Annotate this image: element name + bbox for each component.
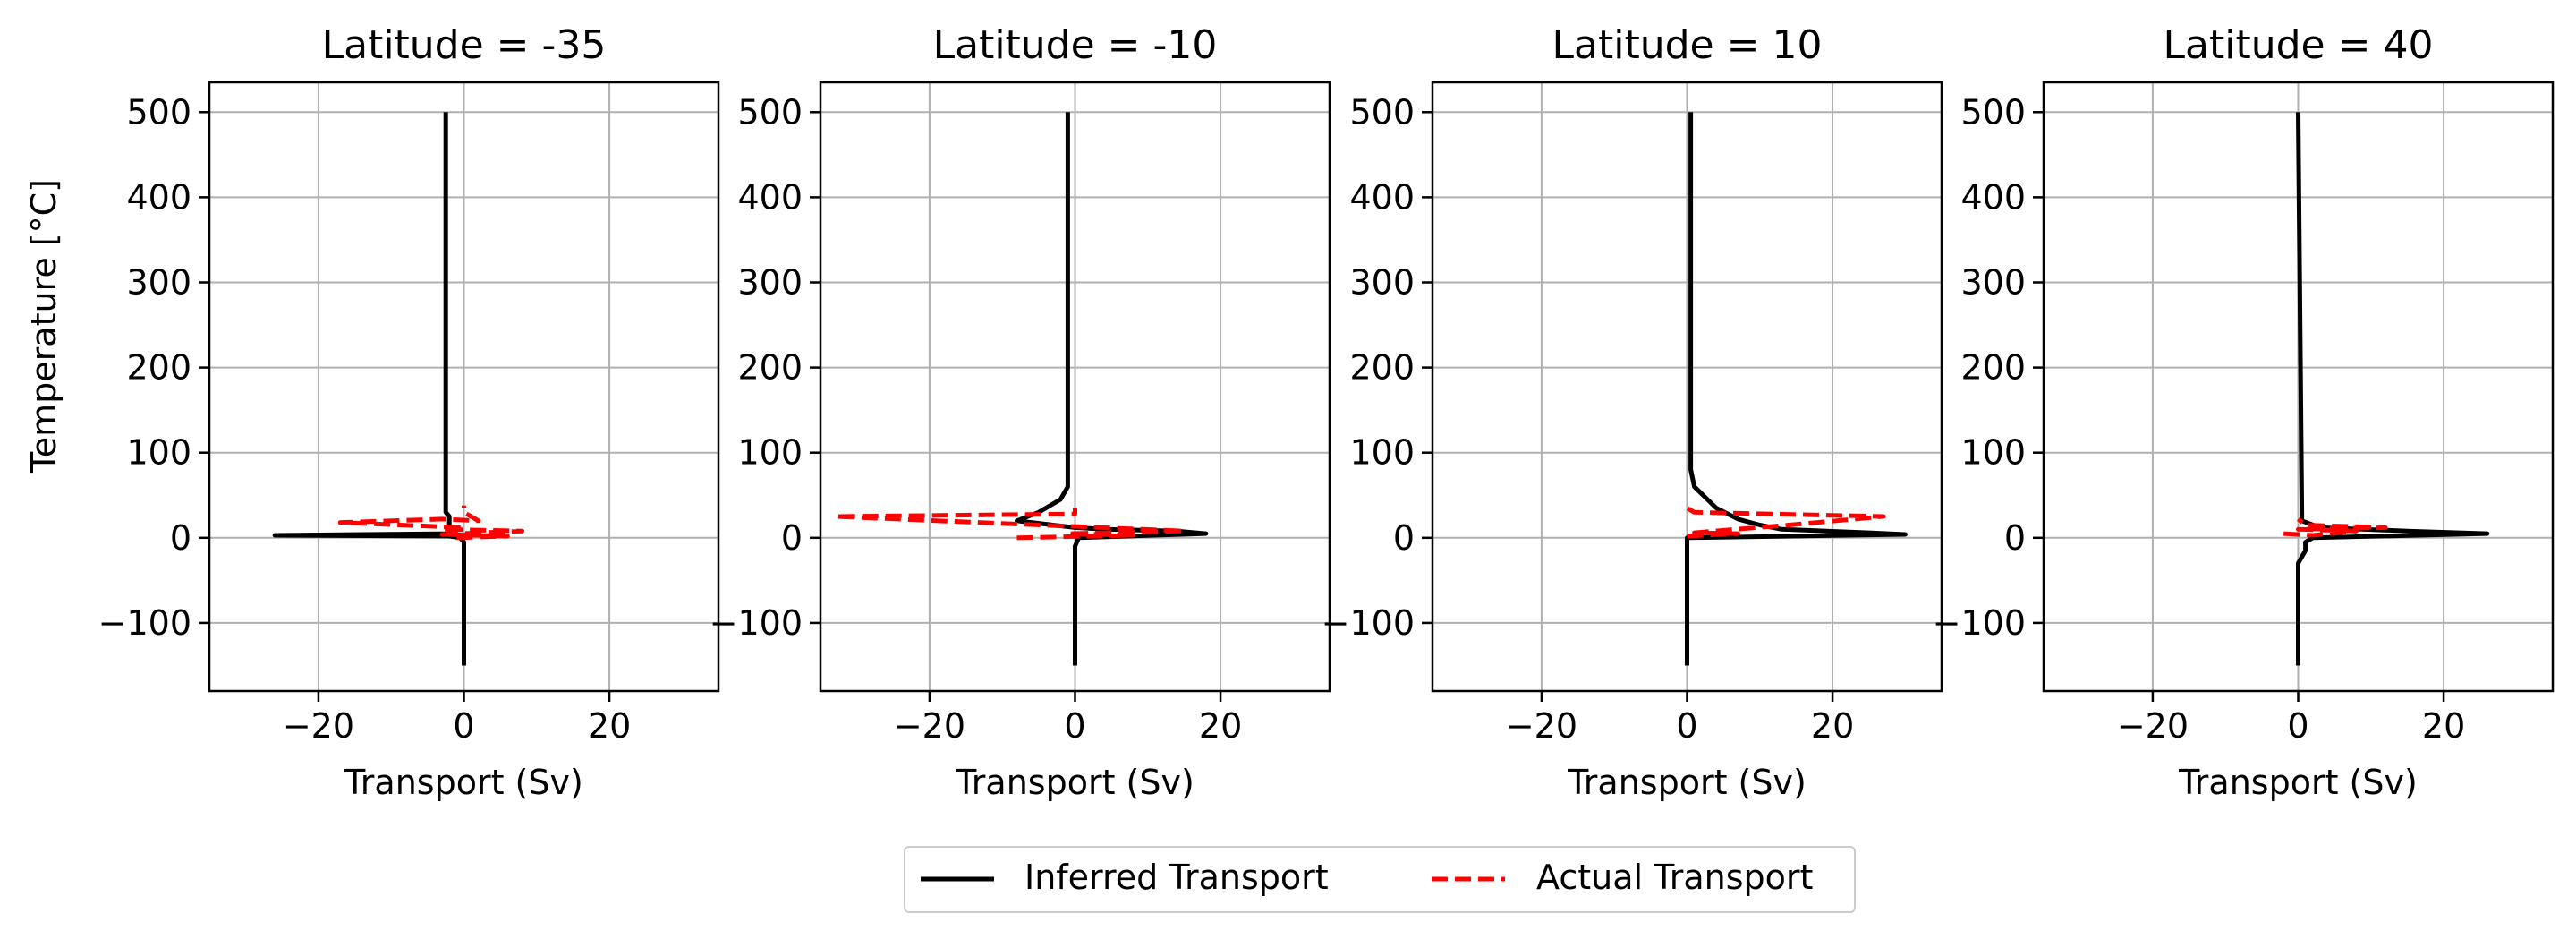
y-tick-label: 400 bbox=[737, 177, 803, 217]
y-tick-label: 400 bbox=[1960, 177, 2026, 217]
y-tick-label: 0 bbox=[781, 518, 803, 558]
x-tick-label: 20 bbox=[1199, 706, 1242, 746]
y-tick-label: 500 bbox=[1349, 92, 1415, 132]
y-tick-label: 400 bbox=[126, 177, 191, 217]
y-tick-label: 200 bbox=[1349, 348, 1415, 388]
x-tick-label: 20 bbox=[2422, 706, 2465, 746]
chart-panel: −20 0 20 −100 0 100 200 300 400 500 Latitude = 10 T… bbox=[1322, 22, 1943, 802]
series-line-actual bbox=[337, 505, 524, 541]
chart-title: Latitude = 10 bbox=[1552, 22, 1823, 68]
y-tick-label: 200 bbox=[737, 348, 803, 388]
series-line-inferred bbox=[2296, 112, 2490, 666]
x-tick-label: −20 bbox=[894, 706, 965, 746]
x-tick-label: −20 bbox=[283, 706, 354, 746]
series-line-inferred bbox=[272, 112, 466, 666]
legend: Inferred Transport Actual Transport bbox=[904, 846, 1856, 913]
y-tick-label: 300 bbox=[1349, 262, 1415, 302]
x-tick-label: 0 bbox=[2287, 706, 2308, 746]
x-tick-label: 20 bbox=[1811, 706, 1854, 746]
x-axis-label: Transport (Sv) bbox=[955, 763, 1194, 802]
y-tick-label: −100 bbox=[98, 603, 191, 643]
y-tick-label: 300 bbox=[1960, 262, 2026, 302]
x-tick-label: 0 bbox=[1064, 706, 1085, 746]
y-axis-label: Temperature [°C] bbox=[24, 179, 64, 474]
x-tick-label: −20 bbox=[2117, 706, 2189, 746]
y-tick-label: 100 bbox=[1960, 433, 2026, 473]
y-tick-label: 100 bbox=[126, 433, 191, 473]
y-tick-label: −100 bbox=[710, 603, 803, 643]
legend-frame bbox=[904, 846, 1856, 913]
series-line-actual bbox=[2283, 516, 2388, 538]
chart-title: Latitude = -35 bbox=[322, 22, 607, 68]
x-tick-label: 0 bbox=[453, 706, 474, 746]
legend-label-actual: Actual Transport bbox=[1536, 858, 1813, 897]
y-tick-label: −100 bbox=[1933, 603, 2026, 643]
y-tick-label: 500 bbox=[737, 92, 803, 132]
y-tick-label: 0 bbox=[2004, 518, 2026, 558]
x-axis-label: Transport (Sv) bbox=[2178, 763, 2418, 802]
x-axis-label: Transport (Sv) bbox=[344, 763, 583, 802]
y-tick-label: 0 bbox=[170, 518, 191, 558]
y-tick-label: 400 bbox=[1349, 177, 1415, 217]
chart-panel: −20 0 20 −100 0 100 200 300 400 500 Latitude = -10… bbox=[710, 22, 1331, 802]
series-line-inferred bbox=[1015, 112, 1209, 666]
x-tick-label: −20 bbox=[1506, 706, 1577, 746]
series-line-actual bbox=[1686, 506, 1886, 539]
y-tick-label: 200 bbox=[1960, 348, 2026, 388]
y-tick-label: 300 bbox=[737, 262, 803, 302]
chart-panel: −20 0 20 −100 0 100 200 300 400 500 Latitude = -35… bbox=[24, 22, 720, 802]
y-tick-label: 500 bbox=[1960, 92, 2026, 132]
x-axis-label: Transport (Sv) bbox=[1567, 763, 1807, 802]
y-tick-label: 100 bbox=[737, 433, 803, 473]
chart-title: Latitude = -10 bbox=[933, 22, 1218, 68]
y-tick-label: 0 bbox=[1393, 518, 1415, 558]
chart-panel: −20 0 20 −100 0 100 200 300 400 500 Latitude = 40 T… bbox=[1933, 22, 2555, 802]
legend-label-inferred: Inferred Transport bbox=[1024, 858, 1329, 897]
chart-title: Latitude = 40 bbox=[2164, 22, 2434, 68]
x-tick-label: 0 bbox=[1676, 706, 1697, 746]
y-tick-label: 200 bbox=[126, 348, 191, 388]
x-tick-label: 20 bbox=[588, 706, 631, 746]
y-tick-label: −100 bbox=[1322, 603, 1415, 643]
y-tick-label: 100 bbox=[1349, 433, 1415, 473]
y-tick-label: 300 bbox=[126, 262, 191, 302]
series-line-actual bbox=[832, 508, 1186, 541]
y-tick-label: 500 bbox=[126, 92, 191, 132]
